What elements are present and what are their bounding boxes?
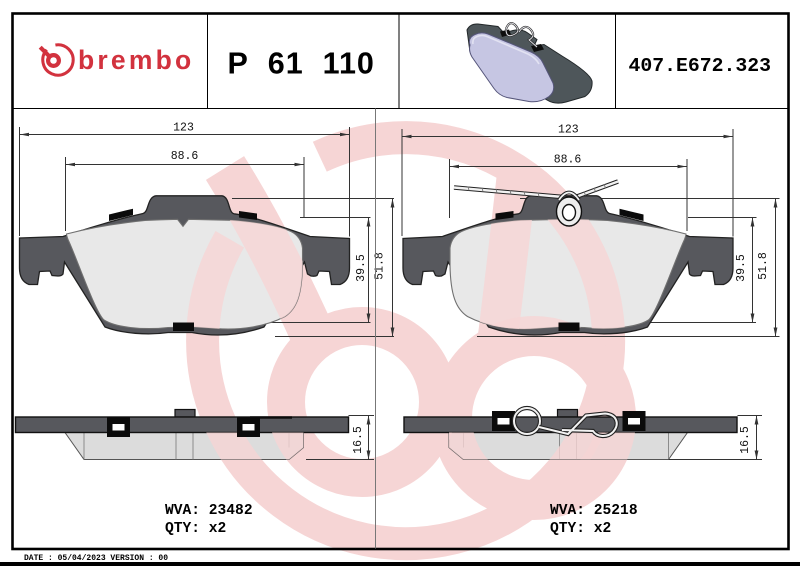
svg-text:QTY: x2: QTY: x2: [550, 521, 611, 537]
svg-text:39.5: 39.5: [735, 254, 748, 282]
svg-text:DATE : 05/04/2023 VERSION : 00: DATE : 05/04/2023 VERSION : 00: [24, 554, 168, 563]
svg-text:407.E672.323: 407.E672.323: [629, 55, 771, 77]
svg-text:39.5: 39.5: [355, 254, 368, 282]
svg-text:51.8: 51.8: [757, 252, 770, 280]
svg-text:16.5: 16.5: [352, 426, 365, 454]
svg-text:WVA: 23482: WVA: 23482: [165, 503, 253, 519]
svg-text:WVA: 25218: WVA: 25218: [550, 503, 638, 519]
svg-text:brembo: brembo: [78, 45, 194, 75]
svg-text:P 61 110: P 61 110: [228, 47, 375, 81]
svg-text:QTY: x2: QTY: x2: [165, 521, 226, 537]
svg-text:123: 123: [173, 122, 194, 135]
svg-text:88.6: 88.6: [554, 154, 582, 167]
svg-text:123: 123: [558, 124, 579, 137]
svg-text:16.5: 16.5: [739, 426, 752, 454]
svg-text:88.6: 88.6: [171, 150, 199, 163]
svg-text:51.8: 51.8: [374, 252, 387, 280]
